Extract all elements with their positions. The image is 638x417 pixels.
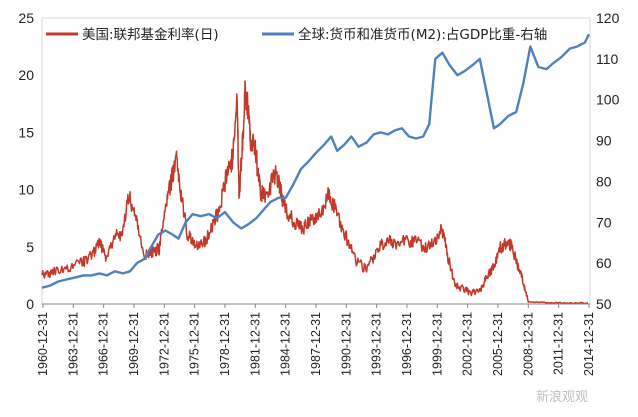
x-tick-label: 1975-12-31: [188, 312, 202, 376]
x-tick-label: 1984-12-31: [279, 312, 293, 376]
plot-area: [41, 17, 591, 305]
y-left-tick-label: 0: [26, 296, 34, 312]
x-tick-label: 2008-12-31: [521, 312, 535, 376]
x-tick-label: 1999-12-31: [430, 312, 444, 376]
x-tick-label: 1969-12-31: [127, 312, 141, 376]
y-right-tick-label: 50: [596, 296, 612, 312]
y-right-tick-label: 120: [596, 10, 620, 26]
y-right-tick-label: 60: [596, 255, 612, 271]
legend-label-fed-funds: 美国:联邦基金利率(日): [82, 26, 219, 43]
x-tick-label: 2014-12-31: [582, 312, 596, 376]
x-tick-label: 1978-12-31: [218, 312, 232, 376]
series-layer: [41, 33, 591, 305]
axis-layer: 0 5 10 15 20 25 50 60 70 80 90 100 110 120 1960-12-31 1…: [18, 10, 619, 376]
x-tick-label: 2005-12-31: [491, 312, 505, 376]
legend: 美国:联邦基金利率(日) 全球:货币和准货币(M2):占GDP比重-右轴: [46, 26, 547, 43]
y-left-tick-label: 20: [18, 67, 34, 83]
x-tick-label: 1966-12-31: [97, 312, 111, 376]
y-right-tick-label: 90: [596, 133, 612, 149]
x-tick-label: 1996-12-31: [400, 312, 414, 376]
y-left-tick-label: 15: [18, 124, 34, 140]
legend-label-m2: 全球:货币和准货币(M2):占GDP比重-右轴: [298, 26, 547, 43]
y-left-tick-label: 5: [26, 239, 34, 255]
y-right-tick-label: 80: [596, 173, 612, 189]
x-tick-label: 1993-12-31: [370, 312, 384, 376]
x-tick-label: 1963-12-31: [66, 312, 80, 376]
series-line-fed-funds: [41, 80, 589, 305]
x-tick-label: 2002-12-31: [461, 312, 475, 376]
x-tick-label: 1981-12-31: [248, 312, 262, 376]
y-right-tick-label: 100: [596, 92, 620, 108]
x-tick-label: 2011-12-31: [552, 312, 566, 375]
y-right-tick-label: 70: [596, 214, 612, 230]
y-right-tick-label: 110: [596, 51, 619, 67]
y-left-tick-label: 10: [18, 182, 34, 198]
x-tick-label: 1987-12-31: [309, 312, 323, 376]
x-tick-label: 1960-12-31: [36, 312, 50, 376]
series-line-m2: [41, 33, 591, 289]
watermark-text: 新浪观观: [536, 389, 588, 405]
x-tick-label: 1972-12-31: [157, 312, 171, 376]
x-tick-label: 1990-12-31: [339, 312, 353, 376]
chart-frame: [41, 17, 591, 305]
y-left-tick-label: 25: [18, 10, 34, 26]
